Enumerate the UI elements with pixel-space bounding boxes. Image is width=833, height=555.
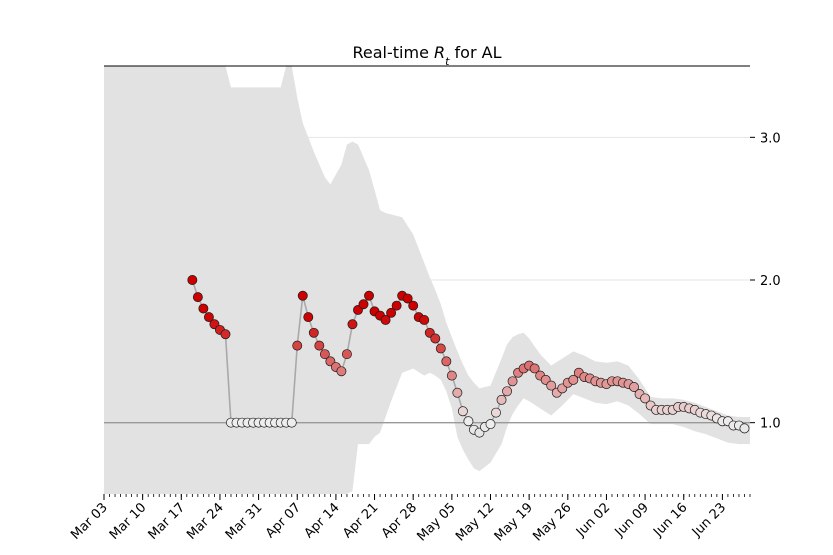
rt-point-2020-04-25	[391, 300, 402, 311]
x-tick-label-Apr 07: Apr 07	[263, 500, 304, 541]
rt-point-2020-04-07	[292, 340, 303, 351]
x-tick-label-Mar 10: Mar 10	[107, 500, 150, 543]
confidence-band	[104, 66, 750, 494]
rt-point-2020-04-17	[347, 319, 358, 330]
rt-point-2020-04-30	[419, 314, 430, 325]
rt-point-2020-05-20	[529, 363, 540, 374]
x-tick-label-Mar 17: Mar 17	[146, 500, 189, 543]
title-prefix: Real-time	[353, 43, 435, 62]
rt-point-2020-06-07	[629, 382, 640, 392]
rt-point-2020-05-15	[502, 386, 513, 397]
rt-point-2020-04-10	[308, 327, 319, 338]
rt-point-2020-04-19	[358, 299, 369, 310]
rt-point-2020-05-14	[496, 394, 507, 405]
rt-point-2020-05-08	[463, 416, 474, 427]
rt-point-2020-04-16	[341, 349, 352, 360]
x-tick-label-Jun 09: Jun 09	[612, 500, 652, 540]
y-tick-label-3.0: 3.0	[760, 131, 781, 146]
x-tick-label-May 05: May 05	[414, 500, 458, 544]
rt-point-2020-05-27	[568, 374, 579, 385]
rt-point-2020-04-09	[303, 312, 314, 323]
rt-point-2020-03-19	[187, 275, 198, 285]
rt-point-2020-04-12	[319, 349, 330, 360]
x-tick-label-Jun 02: Jun 02	[573, 500, 613, 540]
rt-point-2020-04-27	[402, 293, 413, 304]
rt-point-2020-06-27	[739, 423, 750, 434]
rt-point-2020-06-09	[640, 393, 651, 404]
rt-point-2020-05-02	[430, 333, 441, 344]
x-tick-label-Mar 03: Mar 03	[68, 500, 111, 543]
rt-point-2020-03-21	[198, 303, 209, 314]
rt-point-2020-04-28	[408, 300, 419, 311]
rt-point-2020-03-25	[220, 329, 231, 340]
chart-title: Real-time Rt for AL	[353, 43, 502, 68]
rt-point-2020-05-13	[491, 407, 501, 418]
rt-point-2020-04-24	[386, 307, 397, 318]
rt-point-2020-05-07	[457, 406, 468, 417]
y-tick-label-2.0: 2.0	[760, 274, 781, 289]
y-tick-label-1.0: 1.0	[760, 417, 781, 432]
rt-point-2020-04-06	[286, 417, 297, 428]
rt-point-2020-04-23	[380, 314, 391, 325]
x-tick-label-Jun 23: Jun 23	[689, 500, 729, 540]
rt-point-2020-05-03	[435, 343, 446, 354]
title-suffix: for AL	[449, 43, 501, 62]
x-tick-label-Apr 14: Apr 14	[302, 500, 343, 541]
rt-point-2020-04-20	[364, 290, 374, 301]
rt-point-2020-04-08	[297, 290, 308, 301]
x-tick-label-May 26: May 26	[530, 500, 574, 544]
rt-point-2020-03-22	[203, 312, 214, 323]
rt-point-2020-04-15	[336, 366, 347, 377]
title-subscript: t	[445, 55, 450, 68]
rt-point-2020-04-11	[314, 340, 325, 351]
rt-point-2020-05-23	[546, 380, 557, 391]
rt-point-2020-05-12	[485, 419, 496, 430]
x-tick-label-Apr 21: Apr 21	[340, 500, 381, 541]
rt-point-2020-03-20	[192, 292, 203, 303]
rt-point-2020-05-06	[452, 387, 463, 398]
x-tick-label-Apr 28: Apr 28	[379, 500, 420, 541]
x-tick-label-Mar 24: Mar 24	[184, 500, 227, 543]
x-tick-label-May 19: May 19	[492, 500, 536, 544]
rt-point-2020-05-05	[446, 370, 457, 381]
title-symbol: R	[434, 43, 445, 62]
x-tick-label-Mar 31: Mar 31	[223, 500, 266, 543]
rt-point-2020-05-04	[441, 356, 452, 367]
x-tick-label-May 12: May 12	[453, 500, 497, 544]
x-tick-label-Jun 16: Jun 16	[650, 500, 690, 540]
rt-point-2020-05-16	[507, 376, 518, 387]
